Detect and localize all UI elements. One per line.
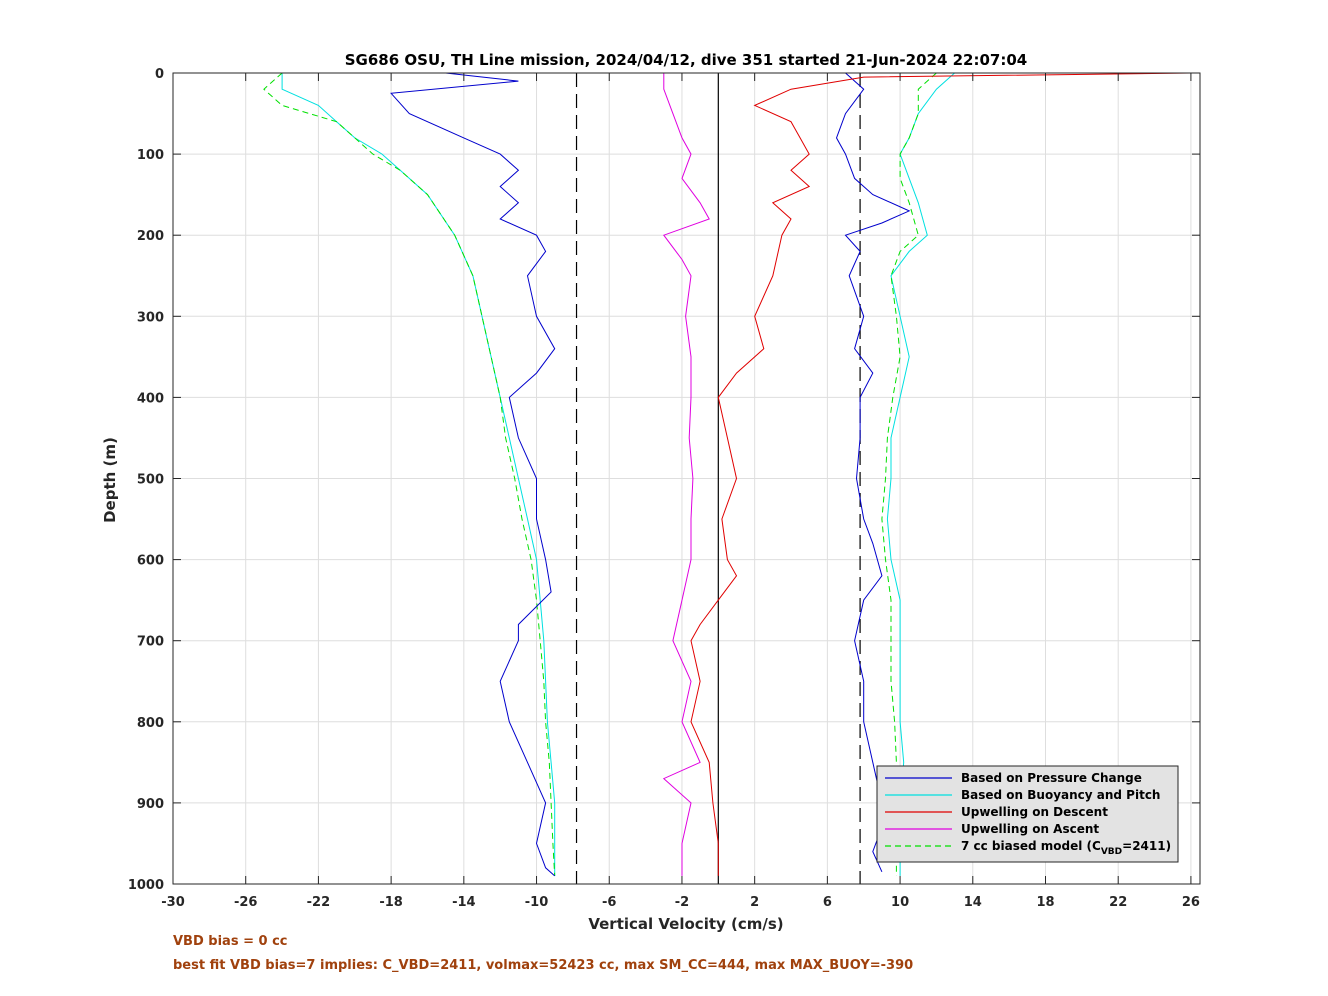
- y-tick-label: 900: [137, 797, 164, 812]
- y-tick-label: 400: [137, 391, 164, 406]
- x-tick-label: 22: [1109, 895, 1127, 910]
- y-tick-label: 500: [137, 473, 164, 488]
- x-tick-label: -2: [675, 895, 689, 910]
- x-tick-label: 26: [1182, 895, 1200, 910]
- series-line-based-on-buoyancy-and-pitch: [281, 73, 556, 876]
- series-group: [263, 72, 1191, 877]
- y-tick-label: 600: [137, 554, 164, 569]
- x-tick-label: -6: [602, 895, 616, 910]
- x-tick-label: -22: [307, 895, 331, 910]
- legend-label: Based on Pressure Change: [961, 771, 1142, 785]
- y-tick-label: 300: [137, 310, 164, 325]
- series-line-upwelling-on-ascent: [662, 73, 710, 876]
- x-tick-label: -14: [452, 895, 476, 910]
- series-line-based-on-pressure-change: [390, 72, 556, 877]
- legend-label: Upwelling on Ascent: [961, 822, 1099, 836]
- series-line-based-on-buoyancy-and-pitch: [886, 72, 955, 876]
- y-tick-label: 200: [137, 229, 164, 244]
- series-line-7-cc-biased-model-c: [263, 72, 556, 876]
- y-tick-label: 700: [137, 635, 164, 650]
- series-line-upwelling-on-descent: [690, 72, 1191, 876]
- legend-label: Based on Buoyancy and Pitch: [961, 788, 1160, 802]
- y-axis-label: Depth (m): [101, 437, 119, 523]
- legend: Based on Pressure Change Based on Buoyanc…: [876, 765, 1179, 863]
- x-tick-label: 2: [750, 895, 759, 910]
- x-tick-label: -10: [525, 895, 549, 910]
- x-axis-label: Vertical Velocity (cm/s): [588, 915, 783, 933]
- y-tick-label: 100: [137, 148, 164, 163]
- axis-ticks: -30 -26 -22 -18 -14 -10 -6 -2 2 6 10 14 18 22 26010020…: [128, 67, 1200, 910]
- y-tick-label: 1000: [128, 878, 164, 893]
- y-tick-label: 800: [137, 716, 164, 731]
- x-tick-label: -30: [161, 895, 185, 910]
- x-tick-label: -26: [234, 895, 258, 910]
- series-line-7-cc-biased-model-c: [881, 72, 937, 876]
- vbd-bias-note: VBD bias = 0 cc: [173, 934, 288, 949]
- reference-lines: [575, 73, 861, 884]
- best-fit-note: best fit VBD bias=7 implies: C_VBD=2411,…: [173, 958, 914, 973]
- series-line-based-on-pressure-change: [835, 72, 911, 873]
- chart-title: SG686 OSU, TH Line mission, 2024/04/12, …: [345, 51, 1028, 69]
- x-tick-label: 6: [823, 895, 832, 910]
- y-tick-label: 0: [155, 67, 164, 82]
- x-tick-label: -18: [379, 895, 403, 910]
- legend-label: Upwelling on Descent: [961, 805, 1108, 819]
- x-tick-label: 18: [1036, 895, 1054, 910]
- grid: [172, 72, 1200, 885]
- x-tick-label: 10: [891, 895, 909, 910]
- x-tick-label: 14: [964, 895, 982, 910]
